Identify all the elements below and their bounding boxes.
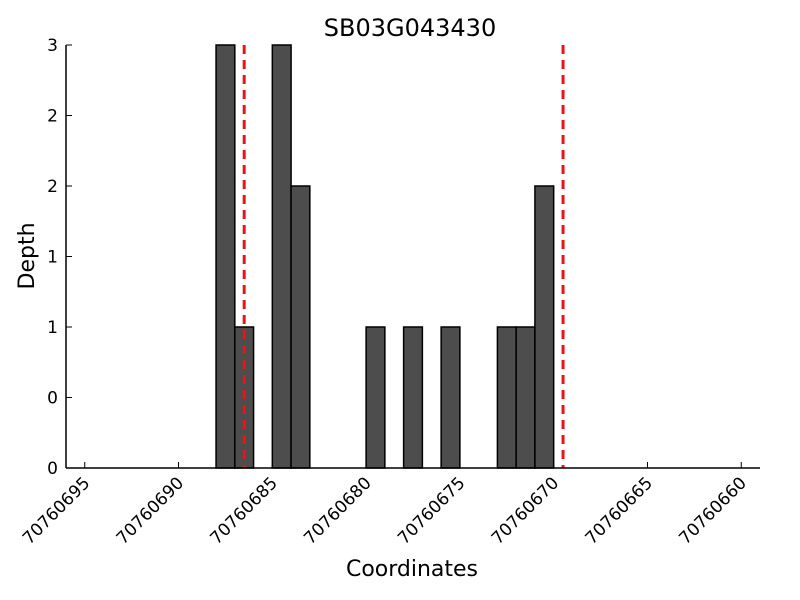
x-tick-label: 70760675 xyxy=(394,473,469,548)
bar xyxy=(496,326,517,469)
x-ticks-group: 70760695 70760690 70760685 70760680 70760675… xyxy=(19,462,751,549)
y-axis-label: Depth xyxy=(15,222,40,289)
x-axis-label: Coordinates xyxy=(346,557,478,582)
bar xyxy=(402,326,424,469)
x-tick-label: 70760680 xyxy=(300,473,375,548)
y-tick-label: 1 xyxy=(47,318,58,338)
x-tick-label: 70760665 xyxy=(582,473,657,548)
bar xyxy=(290,185,311,469)
y-tick-label: 2 xyxy=(47,177,58,197)
bar xyxy=(534,185,555,469)
x-tick-label: 70760660 xyxy=(675,473,750,548)
bar xyxy=(215,44,236,469)
bar xyxy=(440,326,461,469)
bar xyxy=(365,326,386,469)
y-tick-label: 1 xyxy=(47,248,58,268)
chart-title: SB03G043430 xyxy=(324,14,496,42)
bar xyxy=(515,326,536,469)
markers-group xyxy=(242,45,565,468)
y-tick-label: 0 xyxy=(47,389,58,409)
y-tick-label: 0 xyxy=(47,459,58,479)
x-tick-label: 70760695 xyxy=(19,473,94,548)
x-tick-label: 70760685 xyxy=(207,473,282,548)
y-tick-label: 2 xyxy=(47,107,58,127)
y-ticks-group: 0 0 1 1 2 2 3 xyxy=(47,36,72,479)
bars-group xyxy=(215,44,555,469)
bar xyxy=(271,44,292,469)
x-tick-label: 70760670 xyxy=(488,473,563,548)
x-tick-label: 70760690 xyxy=(113,473,188,548)
y-tick-label: 3 xyxy=(47,36,58,56)
